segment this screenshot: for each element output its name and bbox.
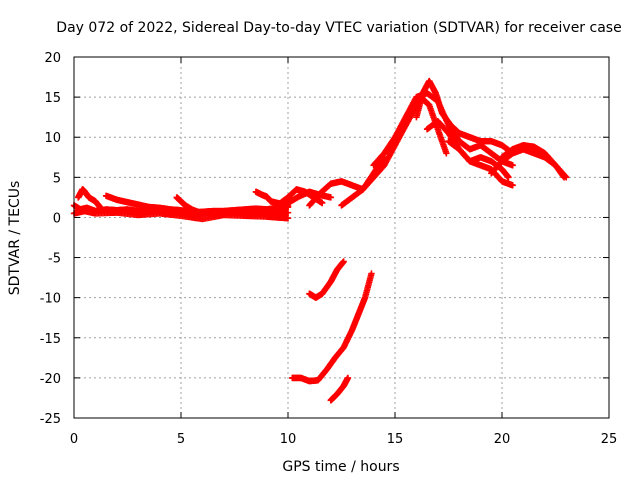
y-tick-label: -5 bbox=[48, 252, 61, 267]
data-point bbox=[509, 162, 516, 169]
y-tick-label: 0 bbox=[53, 211, 61, 226]
data-point bbox=[368, 270, 375, 277]
series-track-m bbox=[413, 77, 516, 157]
data-point bbox=[505, 174, 512, 181]
x-axis-label: GPS time / hours bbox=[282, 459, 399, 475]
series-track-h bbox=[274, 186, 326, 209]
data-point bbox=[340, 258, 347, 265]
plot-frame bbox=[73, 56, 610, 419]
x-tick-label: 15 bbox=[387, 432, 404, 447]
y-tick-label: 10 bbox=[44, 131, 61, 146]
data-point bbox=[509, 182, 516, 189]
y-tick-label: 5 bbox=[53, 171, 61, 186]
y-tick-label: 20 bbox=[44, 51, 61, 66]
data-point bbox=[199, 210, 206, 217]
series-track-n bbox=[423, 117, 512, 181]
y-tick-label: 15 bbox=[44, 91, 61, 106]
series-track-q bbox=[498, 142, 568, 181]
x-tick-label: 10 bbox=[280, 432, 297, 447]
data-point bbox=[284, 215, 292, 222]
series-track-b bbox=[75, 186, 106, 213]
grid-lines bbox=[74, 57, 609, 418]
chart-title: Day 072 of 2022, Sidereal Day-to-day VTE… bbox=[56, 20, 621, 36]
data-point bbox=[319, 199, 326, 207]
x-tick-label: 25 bbox=[601, 432, 618, 447]
data-point bbox=[443, 150, 450, 157]
data-point bbox=[327, 194, 334, 201]
series-track-p bbox=[488, 146, 570, 181]
data-point bbox=[284, 209, 292, 216]
y-tick-label: -15 bbox=[40, 332, 61, 347]
y-axis-ticks: -25 -20 -15 -10 -5 0 5 10 15 20 bbox=[40, 51, 609, 427]
data-points bbox=[70, 77, 570, 404]
series-track-r bbox=[306, 258, 347, 301]
y-axis-label: SDTVAR / TECUs bbox=[7, 181, 23, 296]
y-tick-label: -10 bbox=[40, 292, 61, 307]
x-tick-label: 20 bbox=[494, 432, 511, 447]
series-track-s bbox=[289, 270, 375, 385]
y-tick-label: -20 bbox=[40, 372, 61, 387]
data-point bbox=[560, 174, 568, 181]
x-tick-label: 5 bbox=[177, 432, 185, 447]
data-point bbox=[344, 374, 352, 382]
series-track-d bbox=[70, 207, 292, 223]
y-tick-label: -25 bbox=[40, 412, 61, 427]
x-tick-label: 0 bbox=[70, 432, 78, 447]
series-track-e bbox=[173, 194, 206, 217]
series-track-t bbox=[327, 374, 352, 404]
